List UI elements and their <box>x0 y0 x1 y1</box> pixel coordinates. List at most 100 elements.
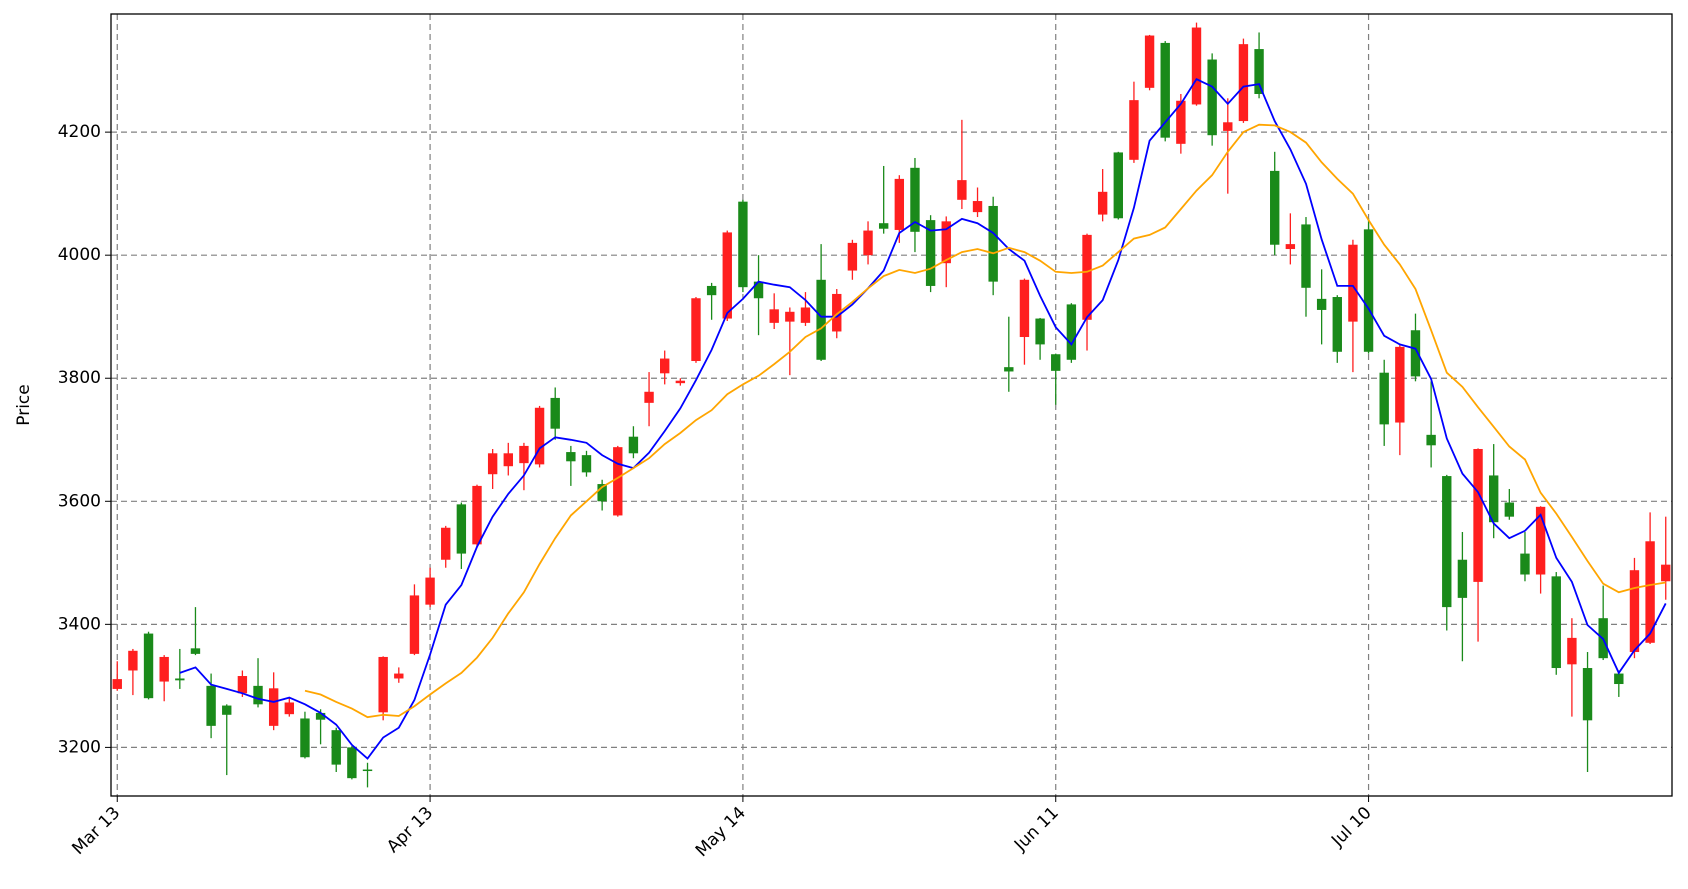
candle-body <box>190 648 201 654</box>
candle-body <box>1113 152 1123 219</box>
candle-body <box>1316 298 1327 310</box>
candle-body <box>1457 559 1468 598</box>
candle-body <box>1160 42 1170 138</box>
y-tick-label: 4000 <box>58 245 101 265</box>
candle-body <box>816 279 826 360</box>
candle-body <box>394 673 404 679</box>
candle-body <box>206 685 216 726</box>
candle-body <box>112 679 122 689</box>
y-tick-label: 3800 <box>58 368 101 388</box>
candle-body <box>644 391 654 403</box>
candle-body <box>847 242 858 271</box>
candle-body <box>1223 122 1233 131</box>
candle-body <box>1348 244 1358 322</box>
candle-body <box>159 656 169 682</box>
candle-body <box>1051 354 1061 371</box>
moving-average-line <box>179 78 1667 760</box>
plot-frame <box>110 13 1673 797</box>
candle-body <box>1442 476 1452 608</box>
candle-body <box>691 298 701 362</box>
candle-body <box>863 230 873 256</box>
candle-body <box>1614 673 1624 685</box>
candle-body <box>456 504 467 554</box>
candle-body <box>706 285 717 296</box>
candle-body <box>1426 434 1436 446</box>
candle-body <box>878 223 889 229</box>
x-tick-label: Mar 13 <box>68 803 124 859</box>
candle-body <box>1645 541 1655 643</box>
candle-body <box>1176 100 1186 144</box>
candle-body <box>1129 100 1139 160</box>
candle-body <box>1395 346 1405 423</box>
candle-body <box>785 311 795 322</box>
candle-body <box>581 455 592 473</box>
candle-body <box>1473 448 1483 582</box>
candle-body <box>972 201 983 213</box>
candle-body <box>284 702 295 715</box>
candle-body <box>487 453 498 475</box>
candle-body <box>800 307 811 323</box>
candle-body <box>1551 576 1561 669</box>
y-axis-label: Price <box>14 384 34 425</box>
candle-body <box>566 452 576 462</box>
candle-body <box>738 201 748 288</box>
candle-body <box>910 167 920 232</box>
candle-body <box>1410 330 1421 377</box>
candle-body <box>253 685 263 705</box>
candle-body <box>613 447 623 516</box>
candle-body <box>941 221 951 264</box>
candle-body <box>1144 35 1155 88</box>
moving-average-line <box>304 123 1666 719</box>
candle-body <box>1520 553 1530 575</box>
candle-body <box>1535 506 1546 575</box>
candle-body <box>988 205 998 282</box>
candle-body <box>660 358 670 374</box>
y-tick-label: 3600 <box>58 491 101 511</box>
candle-body <box>1191 27 1202 105</box>
candle-body <box>1270 170 1280 245</box>
candle-body <box>1582 668 1593 721</box>
candle-body <box>550 397 560 429</box>
candle-body <box>175 678 185 681</box>
candle-body <box>769 309 779 323</box>
candle-body <box>1097 191 1108 215</box>
y-tick-label: 4200 <box>58 122 101 142</box>
candle-body <box>1285 244 1296 250</box>
candle-body <box>315 712 326 720</box>
candle-body <box>347 747 357 779</box>
x-tick-label: Jun 11 <box>1010 803 1063 856</box>
candle-body <box>472 485 482 545</box>
candle-body <box>1332 297 1342 352</box>
candle-body <box>519 445 529 464</box>
y-tick-label: 3400 <box>58 614 101 634</box>
candle-body <box>1379 372 1389 425</box>
x-tick-label: Apr 13 <box>383 803 437 857</box>
candle-body <box>425 577 435 605</box>
candle-body <box>753 281 764 299</box>
candle-body <box>675 380 686 384</box>
candle-body <box>1019 279 1030 338</box>
candle-body <box>1661 564 1671 582</box>
candle-body <box>409 595 420 654</box>
candle-body <box>378 656 388 713</box>
candle-body <box>1238 44 1249 122</box>
candle-body <box>222 705 232 715</box>
candle-body <box>503 453 513 467</box>
candle-body <box>1488 475 1499 523</box>
candle-body <box>957 180 967 200</box>
candle-body <box>628 436 639 454</box>
x-tick-label: Jul 10 <box>1327 803 1375 851</box>
candle-body <box>331 730 341 765</box>
x-tick-label: May 14 <box>692 803 750 861</box>
candle-body <box>1004 367 1014 372</box>
candle-body <box>597 484 607 502</box>
y-tick-label: 3200 <box>58 737 101 757</box>
candle-body <box>1629 570 1640 653</box>
candle-body <box>1567 637 1577 665</box>
candle-body <box>441 527 451 560</box>
candle-body <box>894 178 905 230</box>
candle-body <box>1066 304 1077 360</box>
candle-body <box>1082 234 1092 320</box>
candle-body <box>300 718 310 758</box>
